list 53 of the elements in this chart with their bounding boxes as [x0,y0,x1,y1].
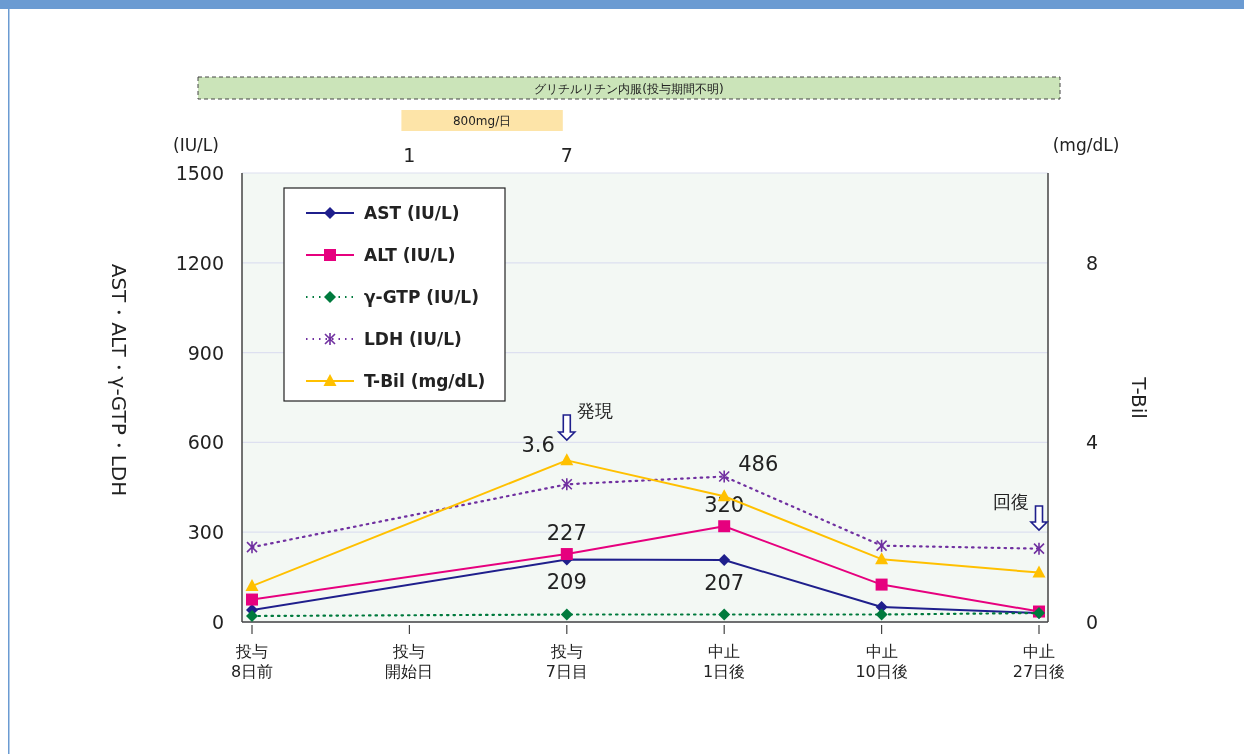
point [561,477,573,492]
x-tick-label: 投与7日目 [545,642,588,681]
point [246,593,258,606]
y-tick-label: 1500 [175,162,224,184]
point [560,453,574,466]
text: グリチルリチン内服(投与期間不明) [534,82,724,96]
point [875,538,888,553]
point [245,579,259,592]
x-tick-label: 中止1日後 [703,642,746,681]
text: (IU/L) [173,135,219,155]
x-tick-label: 投与開始日 [385,642,434,681]
point [875,552,889,565]
legend-label: T-Bil (mg/dL) [364,371,486,391]
data-label: 3.6 [521,433,555,458]
data-label: 209 [546,570,587,595]
point [1033,541,1045,556]
x-tick-label: 中止10日後 [855,642,908,681]
text: 7 [560,144,573,166]
y2-tick-label: 8 [1085,251,1099,274]
legend-label: γ-GTP (IU/L) [364,287,479,307]
point [718,608,731,621]
annotation: 回復 [993,491,1029,512]
legend-label: AST (IU/L) [364,203,460,223]
data-label: 486 [738,451,779,476]
point [560,608,573,621]
data-label: 227 [546,521,587,546]
x-tick-label: 投与8日前 [230,642,274,681]
text: 800mg/日 [452,114,512,128]
y-tick-label: 0 [211,611,224,633]
y-tick-label: 300 [187,521,224,544]
legend-label: ALT (IU/L) [364,245,456,265]
data-label: 207 [704,571,745,596]
point [875,608,888,621]
y-tick-label: 600 [187,431,224,454]
point [246,540,258,554]
text: 1 [403,144,416,166]
y-tick-label: 1200 [175,251,224,274]
point [246,610,258,623]
point [718,554,731,567]
legend-label: LDH (IU/L) [364,329,462,349]
point [560,548,573,561]
y2-tick-label: 0 [1085,611,1099,633]
point [718,520,731,533]
point [875,578,888,591]
y-tick-label: 900 [187,341,224,364]
point [1032,565,1046,578]
y-axis-title: AST・ALT・γ-GTP・LDH [107,263,131,497]
text: (mg/dL) [1052,135,1120,155]
y2-tick-label: 4 [1085,431,1099,454]
x-tick-label: 中止27日後 [1012,642,1066,681]
y2-axis-title: T-Bil [1127,376,1151,419]
annotation: 発現 [576,400,613,421]
point [718,469,730,484]
